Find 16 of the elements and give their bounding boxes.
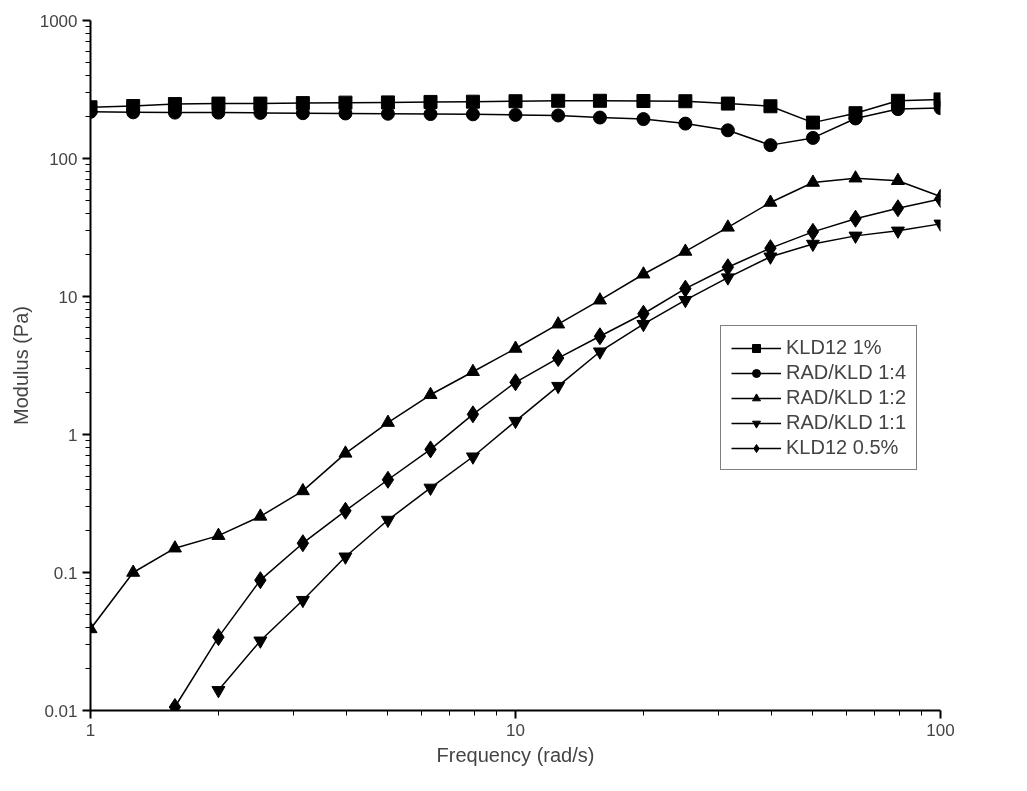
y-tick-label: 0.01 <box>44 701 78 721</box>
y-tick-label: 10 <box>58 287 78 307</box>
y-tick-label: 100 <box>49 149 78 169</box>
x-tick-label: 100 <box>926 720 955 740</box>
x-tick-label: 1 <box>85 720 96 740</box>
y-tick-label: 1000 <box>39 11 78 31</box>
y-axis-title: Modulus (Pa) <box>9 306 32 425</box>
legend-label: RAD/KLD 1:2 <box>786 386 907 409</box>
y-tick-label: 0.1 <box>53 563 78 583</box>
legend-label: KLD12 0.5% <box>786 436 899 459</box>
y-tick-label: 1 <box>68 425 78 445</box>
legend-label: KLD12 1% <box>786 336 882 359</box>
legend-label: RAD/KLD 1:1 <box>786 411 907 434</box>
legend-label: RAD/KLD 1:4 <box>786 361 907 384</box>
x-tick-label: 10 <box>506 720 525 740</box>
x-axis-title: Frequency (rad/s) <box>436 743 595 766</box>
